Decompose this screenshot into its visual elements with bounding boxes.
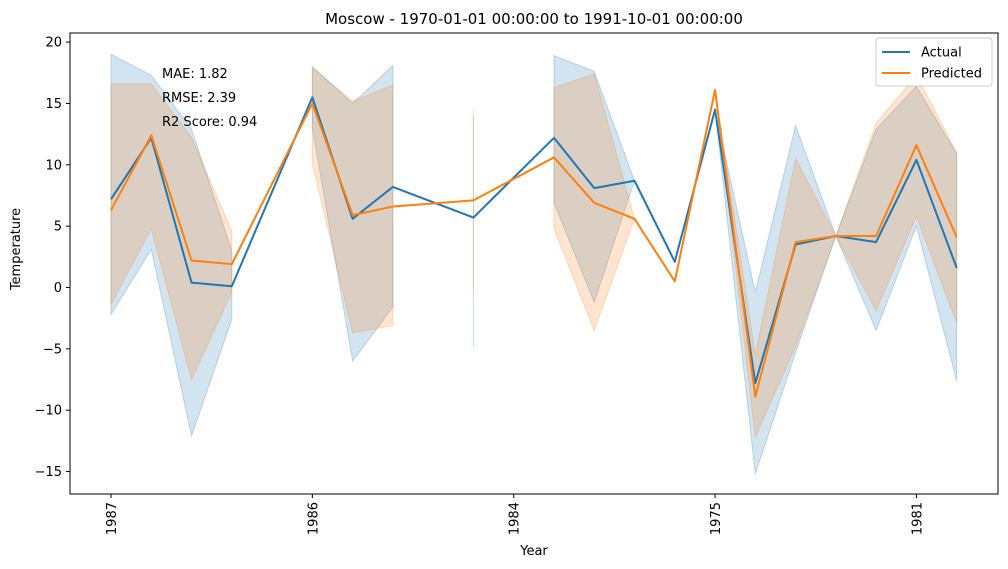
y-tick-label: 15 xyxy=(45,97,62,112)
y-tick-label: 10 xyxy=(45,158,62,173)
metric-annotation: RMSE: 2.39 xyxy=(162,91,236,106)
x-axis-ticks: 1987 1986 1984 1975 1981 xyxy=(105,494,925,535)
y-tick-label: −15 xyxy=(35,465,62,480)
y-tick-label: −10 xyxy=(35,404,62,419)
chart-title: Moscow - 1970-01-01 00:00:00 to 1991-10-… xyxy=(325,10,743,28)
x-axis-label: Year xyxy=(519,544,548,559)
metric-annotation: MAE: 1.82 xyxy=(162,67,228,82)
y-tick-label: 0 xyxy=(54,281,62,296)
y-tick-label: 20 xyxy=(45,36,62,51)
metric-annotation: R2 Score: 0.94 xyxy=(162,115,257,130)
x-tick-label: 1984 xyxy=(508,502,523,535)
band-predicted-1 xyxy=(311,66,394,334)
band-actual-0 xyxy=(110,53,233,438)
x-tick-label: 1981 xyxy=(910,502,925,535)
annotations: MAE: 1.82 RMSE: 2.39 R2 Score: 0.94 xyxy=(162,67,257,130)
x-tick-label: 1987 xyxy=(105,502,120,535)
legend: Actual Predicted xyxy=(875,37,993,87)
x-tick-label: 1986 xyxy=(306,502,321,535)
series-line-predicted xyxy=(110,88,958,398)
series-lines xyxy=(110,88,958,398)
plot-frame xyxy=(69,32,999,495)
x-tick-label: 1975 xyxy=(709,502,724,535)
y-tick-label: −5 xyxy=(43,342,62,357)
band-predicted-0 xyxy=(110,83,233,381)
y-axis-ticks: −15 −10 −5 0 5 10 15 20 xyxy=(35,36,70,480)
y-axis-label: Temperature xyxy=(9,208,24,291)
y-tick-label: 5 xyxy=(54,220,62,235)
legend-label-predicted: Predicted xyxy=(921,67,982,82)
legend-label-actual: Actual xyxy=(921,46,962,61)
